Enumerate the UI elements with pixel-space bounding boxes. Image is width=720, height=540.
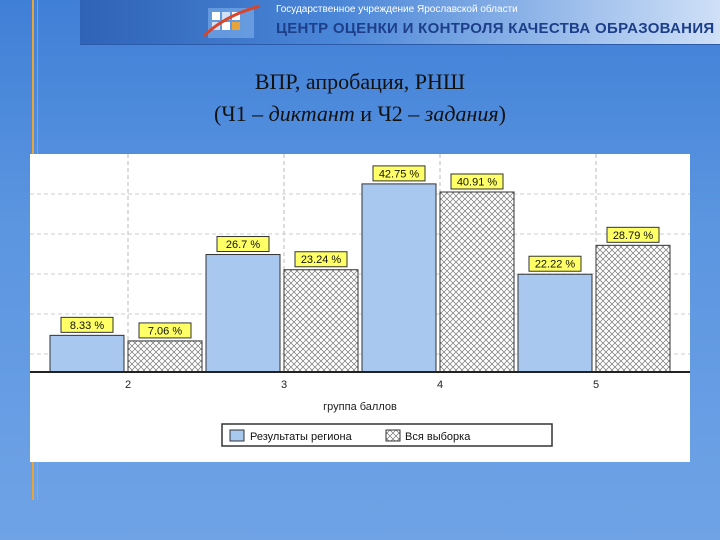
legend-label-region: Результаты региона [250, 431, 353, 443]
slide-title: ВПР, апробация, РНШ (Ч1 – диктант и Ч2 –… [100, 66, 620, 130]
x-tick-label: 5 [593, 379, 599, 391]
bar-all [127, 340, 203, 373]
slide-title-line2: (Ч1 – диктант и Ч2 – задания) [214, 101, 506, 126]
bar-region [205, 254, 281, 373]
chart-panel: 8.33 % 7.06 % 26.7 % 23.24 % 42.75 % 40.91 % 2… [30, 154, 690, 462]
legend-swatch-all [385, 429, 401, 442]
bar-chart: 8.33 % 7.06 % 26.7 % 23.24 % 42.75 % 40.91 % 2… [30, 154, 690, 447]
data-label: 26.7 % [226, 239, 260, 251]
data-label: 7.06 % [148, 325, 182, 337]
legend-label-all: Вся выборка [405, 431, 471, 443]
data-label-box [138, 322, 192, 339]
data-label: 40.91 % [457, 176, 498, 188]
x-tick-label: 2 [125, 379, 131, 391]
banner-org-name: Государственное учреждение Ярославской о… [276, 4, 518, 15]
header-banner: Государственное учреждение Ярославской о… [80, 0, 720, 45]
data-label-box [528, 255, 582, 272]
data-label: 28.79 % [613, 230, 654, 242]
slide-title-line1: ВПР, апробация, РНШ [254, 69, 466, 94]
banner-org-title: ЦЕНТР ОЦЕНКИ И КОНТРОЛЯ КАЧЕСТВА ОБРАЗОВ… [276, 20, 715, 37]
bar-region [517, 273, 593, 373]
legend-swatch-region [229, 429, 245, 442]
data-label-box [372, 165, 426, 182]
data-label-box [294, 251, 348, 268]
x-tick-label: 3 [281, 379, 287, 391]
bar-all [439, 191, 515, 373]
data-label: 42.75 % [379, 168, 420, 180]
data-label: 23.24 % [301, 254, 342, 266]
org-logo-icon [202, 4, 261, 38]
data-label-box [450, 173, 504, 190]
bar-region [361, 183, 437, 373]
bar-all [595, 244, 671, 373]
bar-all [283, 269, 359, 373]
data-label-box [216, 236, 270, 253]
data-label: 8.33 % [70, 320, 104, 332]
data-label-box [60, 316, 114, 333]
x-axis-label: группа баллов [323, 401, 397, 413]
bar-region [49, 334, 125, 373]
x-tick-label: 4 [437, 379, 443, 391]
data-label-box [606, 226, 660, 243]
data-label: 22.22 % [535, 259, 576, 271]
